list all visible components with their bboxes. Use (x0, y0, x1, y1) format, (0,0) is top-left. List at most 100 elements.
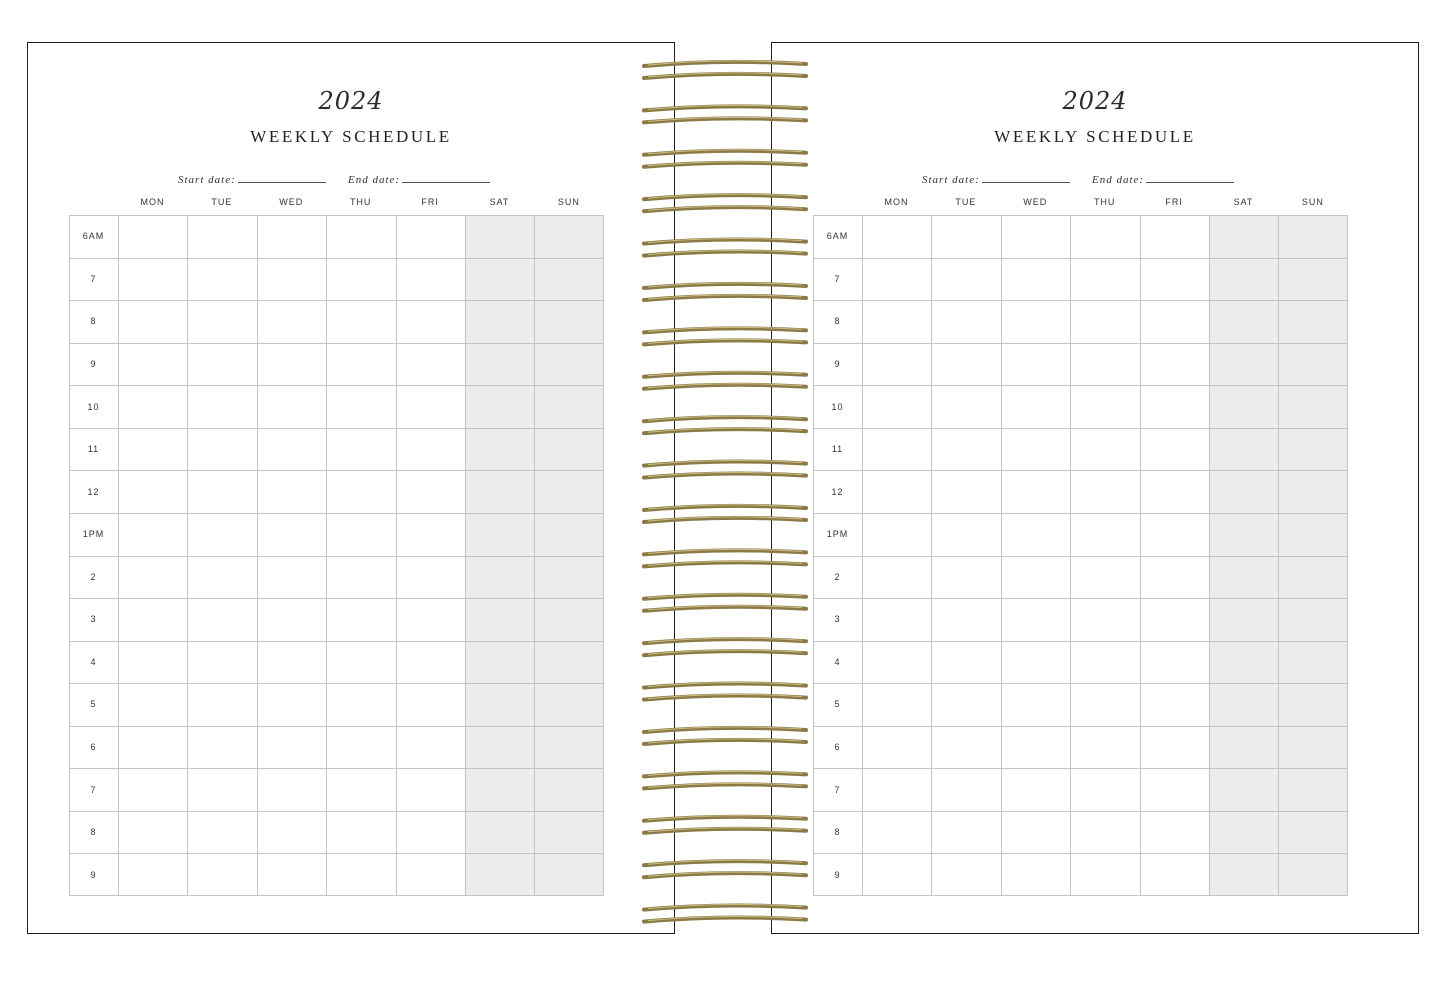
time-slot-cell[interactable] (257, 513, 326, 556)
time-slot-cell[interactable] (326, 300, 395, 343)
time-slot-cell[interactable] (862, 300, 931, 343)
time-slot-cell[interactable] (396, 683, 465, 726)
time-slot-cell[interactable] (396, 726, 465, 769)
time-slot-cell[interactable] (931, 385, 1000, 428)
time-slot-cell[interactable] (862, 513, 931, 556)
start-date-field[interactable]: Start date: (922, 173, 1070, 186)
time-slot-cell[interactable] (326, 811, 395, 854)
time-slot-cell[interactable] (396, 768, 465, 811)
time-slot-cell[interactable] (1070, 641, 1139, 684)
time-slot-cell[interactable] (862, 343, 931, 386)
time-slot-cell[interactable] (465, 768, 534, 811)
time-slot-cell[interactable] (465, 853, 534, 896)
time-slot-cell[interactable] (118, 726, 187, 769)
time-slot-cell[interactable] (1209, 215, 1278, 258)
time-slot-cell[interactable] (1070, 258, 1139, 301)
time-slot-cell[interactable] (1209, 726, 1278, 769)
time-slot-cell[interactable] (1140, 215, 1209, 258)
time-slot-cell[interactable] (931, 300, 1000, 343)
time-slot-cell[interactable] (396, 513, 465, 556)
time-slot-cell[interactable] (257, 470, 326, 513)
time-slot-cell[interactable] (534, 513, 603, 556)
time-slot-cell[interactable] (465, 470, 534, 513)
time-slot-cell[interactable] (534, 258, 603, 301)
time-slot-cell[interactable] (534, 215, 603, 258)
time-slot-cell[interactable] (118, 513, 187, 556)
time-slot-cell[interactable] (257, 215, 326, 258)
time-slot-cell[interactable] (1001, 683, 1070, 726)
time-slot-cell[interactable] (1278, 215, 1347, 258)
time-slot-cell[interactable] (465, 428, 534, 471)
time-slot-cell[interactable] (534, 428, 603, 471)
time-slot-cell[interactable] (1140, 556, 1209, 599)
time-slot-cell[interactable] (1001, 556, 1070, 599)
time-slot-cell[interactable] (1278, 853, 1347, 896)
time-slot-cell[interactable] (1070, 470, 1139, 513)
time-slot-cell[interactable] (931, 428, 1000, 471)
time-slot-cell[interactable] (1140, 343, 1209, 386)
time-slot-cell[interactable] (257, 726, 326, 769)
time-slot-cell[interactable] (396, 428, 465, 471)
time-slot-cell[interactable] (931, 215, 1000, 258)
time-slot-cell[interactable] (396, 470, 465, 513)
time-slot-cell[interactable] (1140, 641, 1209, 684)
time-slot-cell[interactable] (1070, 215, 1139, 258)
time-slot-cell[interactable] (931, 641, 1000, 684)
time-slot-cell[interactable] (187, 513, 256, 556)
time-slot-cell[interactable] (1278, 513, 1347, 556)
end-date-field[interactable]: End date: (348, 173, 491, 186)
time-slot-cell[interactable] (1278, 300, 1347, 343)
time-slot-cell[interactable] (931, 258, 1000, 301)
time-slot-cell[interactable] (931, 811, 1000, 854)
time-slot-cell[interactable] (465, 641, 534, 684)
time-slot-cell[interactable] (931, 343, 1000, 386)
time-slot-cell[interactable] (931, 853, 1000, 896)
time-slot-cell[interactable] (1140, 768, 1209, 811)
time-slot-cell[interactable] (465, 258, 534, 301)
time-slot-cell[interactable] (1209, 385, 1278, 428)
time-slot-cell[interactable] (1278, 683, 1347, 726)
time-slot-cell[interactable] (118, 300, 187, 343)
time-slot-cell[interactable] (534, 811, 603, 854)
time-slot-cell[interactable] (1278, 726, 1347, 769)
time-slot-cell[interactable] (187, 343, 256, 386)
time-slot-cell[interactable] (862, 811, 931, 854)
time-slot-cell[interactable] (931, 470, 1000, 513)
time-slot-cell[interactable] (257, 853, 326, 896)
time-slot-cell[interactable] (465, 215, 534, 258)
time-slot-cell[interactable] (465, 726, 534, 769)
time-slot-cell[interactable] (534, 385, 603, 428)
time-slot-cell[interactable] (1209, 470, 1278, 513)
time-slot-cell[interactable] (1070, 556, 1139, 599)
time-slot-cell[interactable] (1278, 428, 1347, 471)
time-slot-cell[interactable] (1001, 300, 1070, 343)
time-slot-cell[interactable] (118, 768, 187, 811)
time-slot-cell[interactable] (1070, 598, 1139, 641)
time-slot-cell[interactable] (187, 598, 256, 641)
time-slot-cell[interactable] (1209, 683, 1278, 726)
time-slot-cell[interactable] (257, 768, 326, 811)
time-slot-cell[interactable] (187, 768, 256, 811)
time-slot-cell[interactable] (931, 768, 1000, 811)
time-slot-cell[interactable] (1278, 385, 1347, 428)
time-slot-cell[interactable] (1278, 556, 1347, 599)
time-slot-cell[interactable] (187, 641, 256, 684)
time-slot-cell[interactable] (931, 556, 1000, 599)
time-slot-cell[interactable] (326, 470, 395, 513)
time-slot-cell[interactable] (326, 258, 395, 301)
time-slot-cell[interactable] (187, 726, 256, 769)
time-slot-cell[interactable] (465, 385, 534, 428)
time-slot-cell[interactable] (187, 258, 256, 301)
time-slot-cell[interactable] (862, 853, 931, 896)
time-slot-cell[interactable] (396, 556, 465, 599)
time-slot-cell[interactable] (1070, 683, 1139, 726)
time-slot-cell[interactable] (862, 683, 931, 726)
time-slot-cell[interactable] (465, 556, 534, 599)
time-slot-cell[interactable] (1209, 768, 1278, 811)
time-slot-cell[interactable] (326, 513, 395, 556)
time-slot-cell[interactable] (326, 343, 395, 386)
time-slot-cell[interactable] (187, 428, 256, 471)
time-slot-cell[interactable] (1140, 258, 1209, 301)
time-slot-cell[interactable] (1140, 300, 1209, 343)
time-slot-cell[interactable] (1070, 853, 1139, 896)
